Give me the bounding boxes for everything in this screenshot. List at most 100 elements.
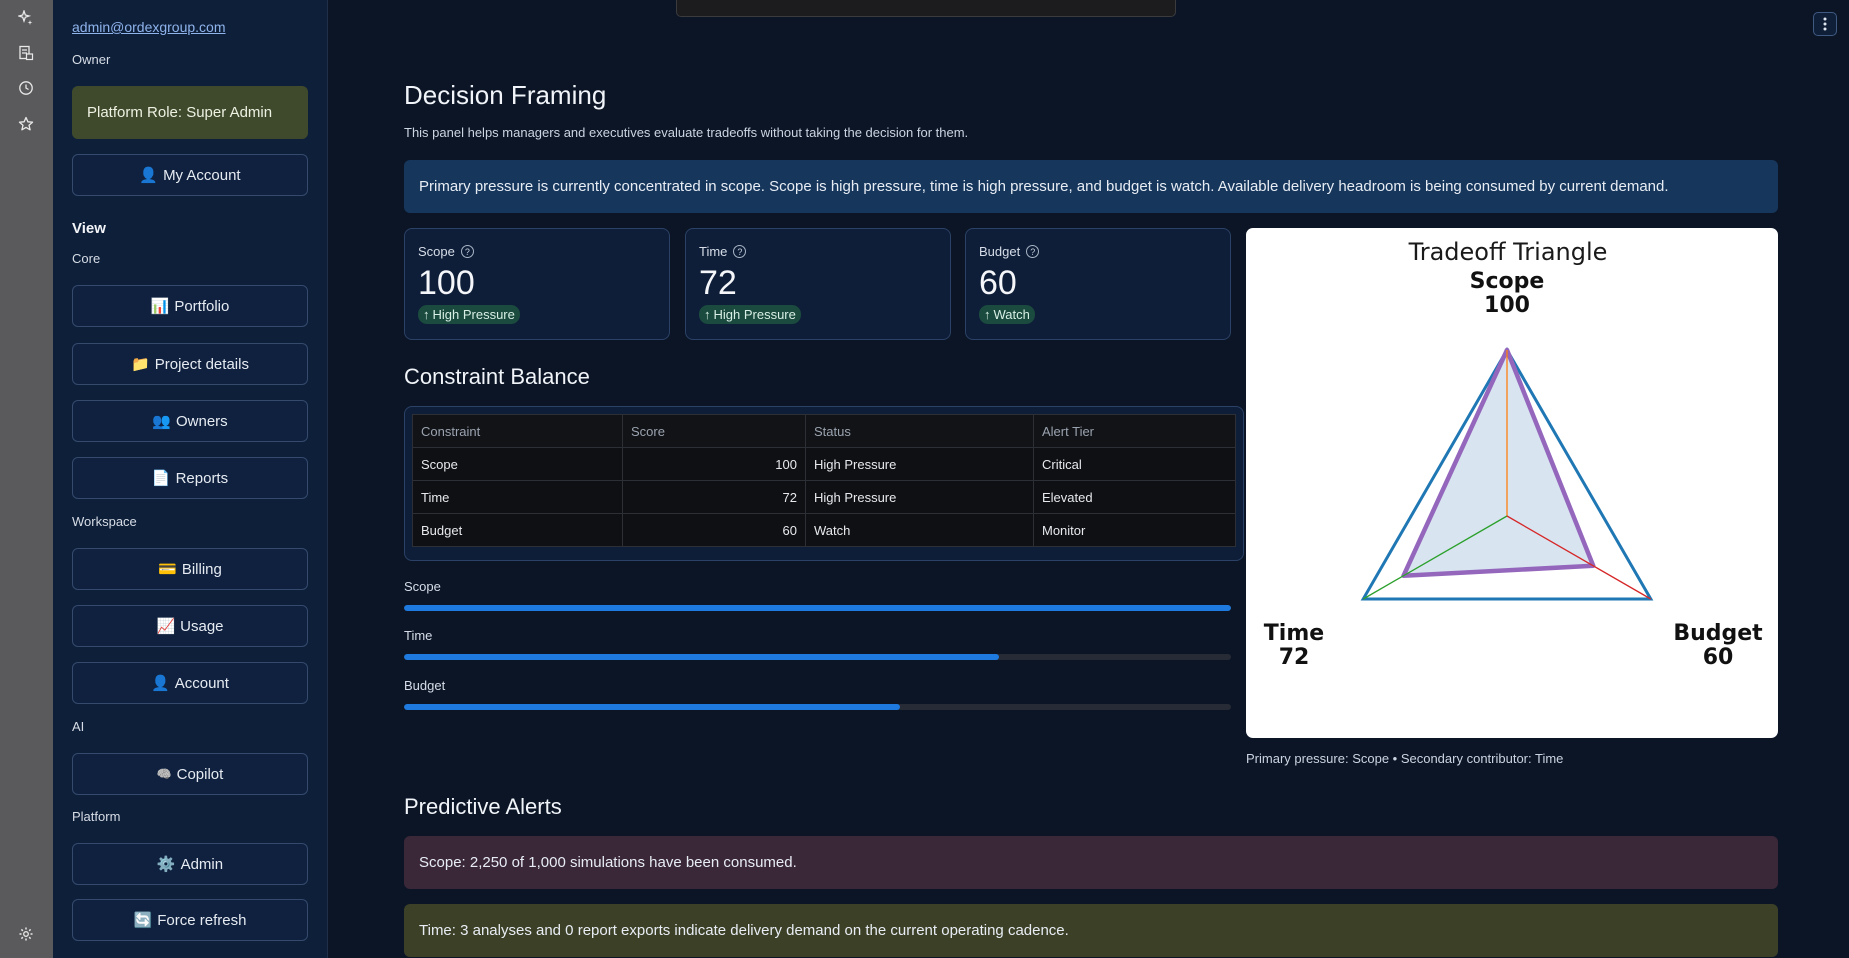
- page-icon: 📄: [151, 470, 171, 487]
- my-account-button[interactable]: 👤 My Account: [72, 154, 308, 196]
- nav-account-button[interactable]: 👤 Account: [72, 662, 308, 704]
- settings-icon[interactable]: [16, 924, 36, 944]
- metric-card-time: Time? 72 ↑ High Pressure: [685, 228, 951, 340]
- bar-label-budget: Budget: [404, 678, 446, 693]
- metric-status-label: High Pressure: [713, 307, 796, 322]
- table-cell: Monitor: [1033, 513, 1236, 547]
- progress-fill: [404, 704, 901, 710]
- nav-portfolio-button[interactable]: 📊 Portfolio: [72, 285, 308, 327]
- table-cell: High Pressure: [805, 447, 1034, 481]
- table-cell: 100: [622, 447, 806, 481]
- platform-role-badge: Platform Role: Super Admin: [72, 86, 308, 139]
- vertex-label-budget: Budget: [1673, 621, 1763, 646]
- credit-card-icon: 💳: [158, 561, 177, 578]
- progress-bar-budget: [404, 704, 1231, 710]
- table-cell: Critical: [1033, 447, 1236, 481]
- account-email-link[interactable]: admin@ordexgroup.com: [72, 19, 226, 35]
- vertex-value-budget: 60: [1703, 645, 1734, 670]
- sidebar: admin@ordexgroup.com Owner Platform Role…: [53, 0, 328, 958]
- refresh-icon: 🔄: [133, 912, 153, 929]
- table-cell: 60: [622, 513, 806, 547]
- help-icon[interactable]: ?: [460, 245, 474, 258]
- decision-framing-title: Decision Framing: [404, 80, 607, 110]
- help-icon[interactable]: ?: [733, 245, 747, 258]
- gear-icon: ⚙️: [156, 856, 176, 873]
- progress-fill: [404, 654, 1000, 660]
- metric-label: Scope: [418, 244, 455, 259]
- bar-label-scope: Scope: [404, 579, 441, 594]
- account-role: Owner: [72, 52, 111, 67]
- progress-bar-scope: [404, 605, 1231, 611]
- history-icon[interactable]: [16, 78, 36, 98]
- nav-account-label: Account: [174, 674, 229, 692]
- metric-value: 100: [418, 264, 475, 302]
- column-header[interactable]: Alert Tier: [1033, 414, 1236, 448]
- table-row: Time 72 High Pressure Elevated: [412, 480, 1236, 514]
- chart-title: Tradeoff Triangle: [1408, 238, 1608, 266]
- nav-owners-label: Owners: [176, 412, 228, 430]
- metric-label: Time: [699, 244, 728, 259]
- nav-project-details-button[interactable]: 📁 Project details: [72, 343, 308, 385]
- table-cell: Time: [412, 480, 623, 514]
- metric-card-budget: Budget? 60 ↑ Watch: [965, 228, 1231, 340]
- icon-rail: [0, 0, 53, 958]
- nav-reports-label: Reports: [175, 469, 229, 487]
- metric-status-badge: ↑ High Pressure: [418, 305, 520, 324]
- nav-copilot-label: Copilot: [176, 765, 224, 783]
- arrow-up-icon: ↑: [704, 307, 711, 322]
- nav-billing-button[interactable]: 💳 Billing: [72, 548, 308, 590]
- group-platform-label: Platform: [72, 809, 121, 824]
- table-cell: High Pressure: [805, 480, 1034, 514]
- pressure-summary-banner: Primary pressure is currently concentrat…: [404, 160, 1778, 213]
- metric-value: 72: [699, 264, 737, 302]
- constraint-balance-title: Constraint Balance: [404, 364, 590, 389]
- metric-card-scope: Scope? 100 ↑ High Pressure: [404, 228, 670, 340]
- nav-admin-button[interactable]: ⚙️ Admin: [72, 843, 308, 885]
- force-refresh-button[interactable]: 🔄 Force refresh: [72, 899, 308, 941]
- help-icon[interactable]: ?: [1026, 245, 1040, 258]
- trend-chart-icon: 📈: [156, 618, 176, 635]
- chart-icon: 📊: [150, 298, 170, 315]
- vertex-value-time: 72: [1279, 645, 1310, 670]
- people-icon: 👥: [152, 413, 171, 430]
- column-header[interactable]: Score: [622, 414, 806, 448]
- column-header[interactable]: Constraint: [412, 414, 623, 448]
- vertex-label-time: Time: [1264, 621, 1324, 646]
- table-cell: Elevated: [1033, 480, 1236, 514]
- table-row: Scope 100 High Pressure Critical: [412, 447, 1236, 481]
- top-container: [676, 0, 1176, 17]
- axis-line-time: [1362, 515, 1508, 600]
- nav-project-details-label: Project details: [154, 355, 249, 373]
- progress-fill: [404, 605, 1231, 611]
- arrow-up-icon: ↑: [423, 307, 430, 322]
- table-header-row: Constraint Score Status Alert Tier: [412, 414, 1236, 448]
- force-refresh-label: Force refresh: [157, 911, 247, 929]
- tradeoff-triangle-chart: Tradeoff Triangle Scope 100 Time 72 Budg…: [1246, 228, 1778, 738]
- nav-copilot-button[interactable]: 🧠 Copilot: [72, 753, 308, 795]
- metric-status-badge: ↑ High Pressure: [699, 305, 801, 324]
- nav-owners-button[interactable]: 👥 Owners: [72, 400, 308, 442]
- sparkle-icon[interactable]: [16, 8, 36, 28]
- metric-status-badge: ↑ Watch: [979, 305, 1035, 324]
- chart-svg: Tradeoff Triangle Scope 100 Time 72 Budg…: [1264, 238, 1763, 670]
- alert-time: Time: 3 analyses and 0 report exports in…: [404, 904, 1778, 957]
- vertex-value-scope: 100: [1484, 293, 1530, 318]
- alert-scope: Scope: 2,250 of 1,000 simulations have b…: [404, 836, 1778, 889]
- predictive-alerts-title: Predictive Alerts: [404, 794, 562, 819]
- nav-reports-button[interactable]: 📄 Reports: [72, 457, 308, 499]
- bar-label-time: Time: [404, 628, 433, 643]
- table-cell: 72: [622, 480, 806, 514]
- user-icon: 👤: [139, 167, 159, 184]
- group-core-label: Core: [72, 251, 101, 266]
- document-icon[interactable]: [16, 43, 36, 63]
- arrow-up-icon: ↑: [984, 307, 991, 322]
- metric-value: 60: [979, 264, 1017, 302]
- chart-caption: Primary pressure: Scope • Secondary cont…: [1246, 751, 1564, 766]
- star-icon[interactable]: [16, 114, 36, 134]
- folder-icon: 📁: [131, 356, 150, 373]
- main-menu-button[interactable]: [1813, 12, 1837, 36]
- table-row: Budget 60 Watch Monitor: [412, 513, 1236, 547]
- nav-admin-label: Admin: [180, 855, 224, 873]
- nav-usage-button[interactable]: 📈 Usage: [72, 605, 308, 647]
- column-header[interactable]: Status: [805, 414, 1034, 448]
